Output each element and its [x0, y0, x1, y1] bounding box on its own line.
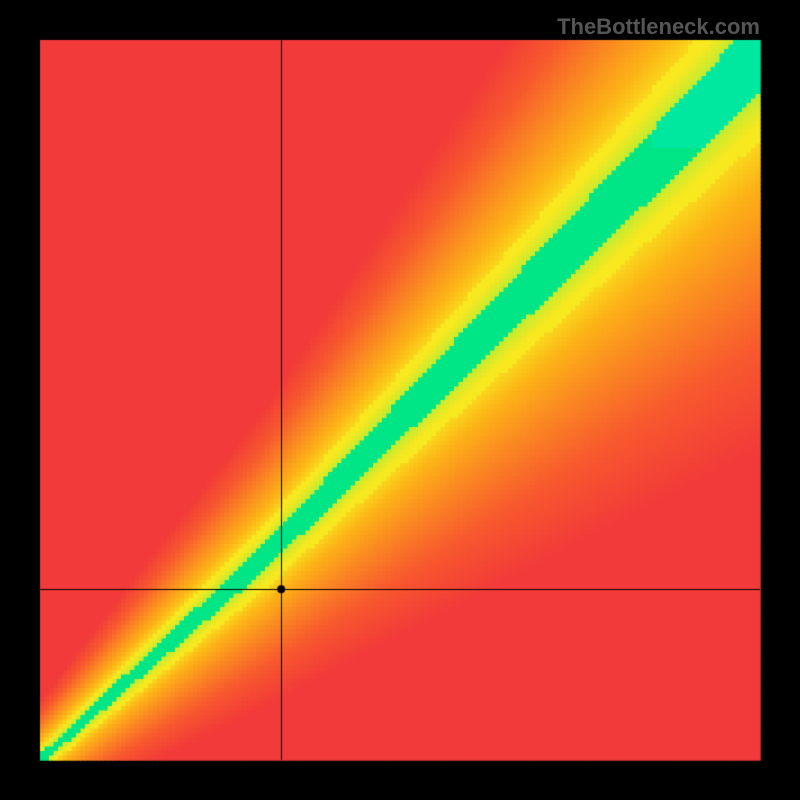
- watermark-text: TheBottleneck.com: [557, 14, 760, 40]
- chart-wrap: { "watermark": { "text": "TheBottleneck.…: [0, 0, 800, 800]
- heatmap-canvas: [0, 0, 800, 800]
